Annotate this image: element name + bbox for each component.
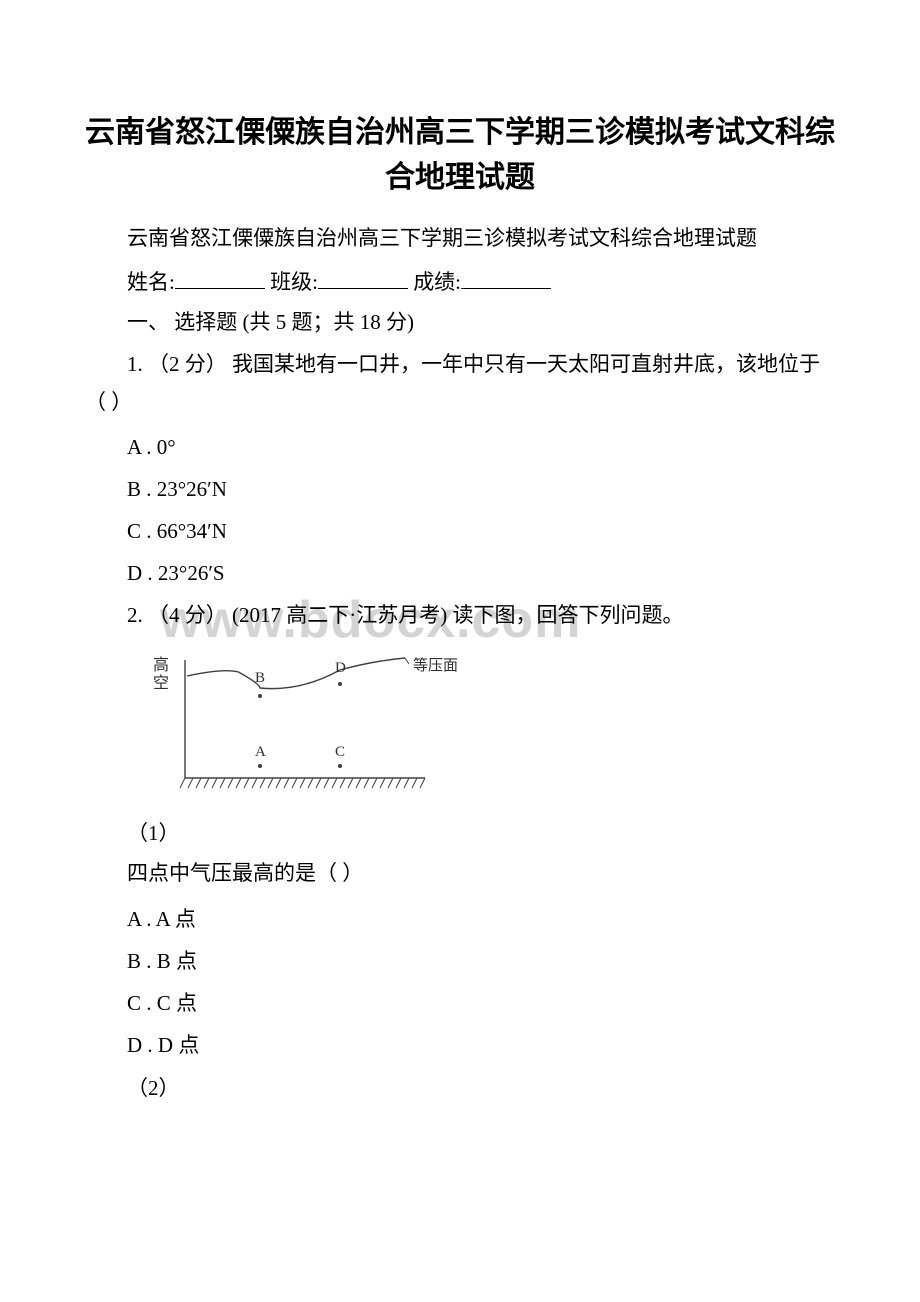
svg-text:C: C (335, 744, 345, 760)
q2-sub1-num: （1） (85, 817, 835, 847)
q2-stem: 2. （4 分） (2017 高二下·江苏月考) 读下图，回答下列问题。 (85, 597, 835, 635)
class-label: 班级: (270, 270, 318, 294)
q2-sub1-option-b: B . B 点 (85, 943, 835, 981)
q2-diagram: 高空 B D 等压面 A C (145, 648, 835, 803)
student-info-line: 姓名: 班级: 成绩: (85, 266, 835, 296)
q2-sub1-stem: 四点中气压最高的是（ ） (85, 855, 835, 893)
q1-stem: 1. （2 分） 我国某地有一口井，一年中只有一天太阳可直射井底，该地位于（ ） (85, 346, 835, 422)
svg-text:B: B (255, 670, 265, 686)
svg-text:空: 空 (153, 674, 169, 692)
svg-text:A: A (255, 744, 266, 760)
page-content: 云南省怒江傈僳族自治州高三下学期三诊模拟考试文科综合地理试题 云南省怒江傈僳族自… (85, 110, 835, 1102)
section-one-heading: 一、 选择题 (共 5 题；共 18 分) (85, 306, 835, 336)
name-blank (175, 266, 265, 289)
score-blank (461, 266, 551, 289)
svg-text:高: 高 (153, 656, 169, 674)
q2-sub2-num: （2） (85, 1072, 835, 1102)
q2-sub1-option-a: A . A 点 (85, 901, 835, 939)
q2-sub1-option-c: C . C 点 (85, 985, 835, 1023)
q1-option-a: A . 0° (85, 429, 835, 467)
q2-sub1-option-d: D . D 点 (85, 1027, 835, 1065)
q1-option-d: D . 23°26′S (85, 555, 835, 593)
q1-option-b: B . 23°26′N (85, 471, 835, 509)
subtitle-text: 云南省怒江傈僳族自治州高三下学期三诊模拟考试文科综合地理试题 (85, 220, 835, 258)
score-label: 成绩: (413, 270, 461, 294)
q1-option-c: C . 66°34′N (85, 513, 835, 551)
page-title: 云南省怒江傈僳族自治州高三下学期三诊模拟考试文科综合地理试题 (85, 110, 835, 200)
svg-text:D: D (335, 660, 346, 676)
svg-text:等压面: 等压面 (413, 656, 458, 674)
class-blank (318, 266, 408, 289)
pressure-diagram-svg: 高空 B D 等压面 A C (145, 648, 465, 798)
name-label: 姓名: (127, 270, 175, 294)
